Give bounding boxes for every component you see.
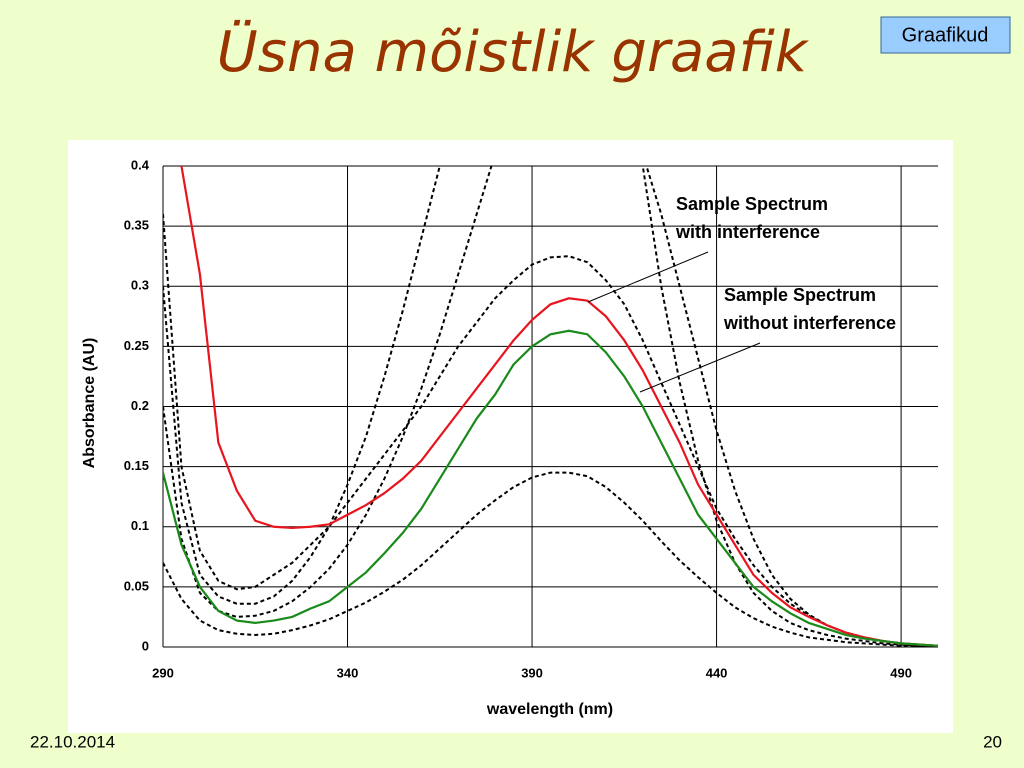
annotation: Sample Spectrum	[724, 285, 876, 305]
y-tick-label: 0.15	[124, 458, 149, 473]
y-tick-label: 0	[142, 638, 149, 653]
slide-number: 20	[983, 732, 1002, 751]
spectrum-line	[163, 471, 938, 647]
slide-date: 22.10.2014	[30, 732, 115, 751]
tag-box	[880, 16, 1011, 54]
plot	[163, 166, 938, 647]
spectrum-line	[180, 166, 938, 647]
chart-area	[68, 140, 953, 733]
annotation: without interference	[723, 313, 896, 333]
annotation: Sample Spectrum	[676, 194, 828, 214]
annotation: with interference	[675, 222, 820, 242]
y-tick-label: 0.25	[124, 338, 149, 353]
grid: 0 0.05 0.1 0.15 0.2 0.25 0.3 0.35 0.4 290 340 390 44…	[124, 157, 938, 680]
y-axis-label: Absorbance (AU)	[81, 338, 98, 469]
tag-label: Graafikud	[902, 24, 989, 46]
annotation-arrow	[639, 342, 761, 393]
y-tick-label: 0.05	[124, 578, 149, 593]
spectrum-line	[163, 329, 938, 647]
y-tick-label: 0.1	[131, 518, 149, 533]
x-axis-label: wavelength (nm)	[486, 701, 613, 718]
spectrum-line	[163, 166, 938, 647]
annotations: Sample Spectrum with interference Sample S…	[675, 194, 896, 333]
x-tick-label: 390	[521, 665, 543, 680]
y-tick-label: 0.4	[131, 157, 150, 172]
x-tick-label: 340	[337, 665, 359, 680]
annotation-arrow	[587, 251, 709, 303]
y-tick-label: 0.2	[131, 398, 149, 413]
x-tick-label: 290	[152, 665, 174, 680]
y-tick-label: 0.3	[131, 278, 149, 293]
slide-title: Üsna mõistlik graafik	[217, 20, 810, 85]
x-tick-label: 440	[706, 665, 728, 680]
spectrum-line	[163, 166, 938, 647]
x-tick-label: 490	[890, 665, 912, 680]
y-tick-label: 0.35	[124, 218, 149, 233]
